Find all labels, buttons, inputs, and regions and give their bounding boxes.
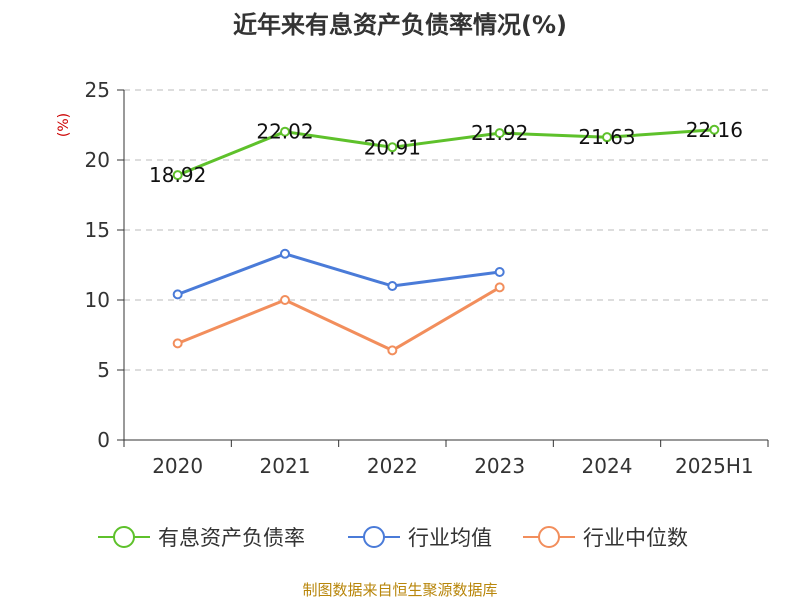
data-label: 22.02 [256, 120, 313, 144]
x-tick-label: 2020 [152, 454, 203, 478]
data-point [281, 250, 289, 258]
legend-item-0: 有息资产负债率 [98, 526, 305, 550]
x-tick-label: 2025H1 [675, 454, 754, 478]
legend-label: 有息资产负债率 [158, 526, 305, 550]
legend-marker [114, 527, 134, 547]
legend: 有息资产负债率 行业均值 行业中位数 [98, 526, 688, 550]
data-label: 21.63 [578, 125, 635, 149]
legend-item-2: 行业中位数 [523, 526, 688, 550]
data-point [174, 290, 182, 298]
y-tick-label: 20 [85, 148, 110, 172]
y-tick-label: 5 [97, 358, 110, 382]
data-labels: 18.92 22.02 20.91 21.92 21.63 22.16 [149, 118, 743, 187]
data-label: 22.16 [686, 118, 743, 142]
data-point [174, 339, 182, 347]
data-point [496, 283, 504, 291]
data-point [388, 346, 396, 354]
y-tick-label: 0 [97, 428, 110, 452]
legend-marker [364, 527, 384, 547]
chart-title: 近年来有息资产负债率情况(%) [233, 11, 567, 39]
data-point [496, 268, 504, 276]
source-note: 制图数据来自恒生聚源数据库 [302, 581, 497, 599]
series-line-1 [178, 254, 500, 295]
data-point [281, 296, 289, 304]
data-point [388, 282, 396, 290]
x-tick-label: 2022 [367, 454, 418, 478]
y-axis-unit: (%) [56, 113, 72, 137]
x-tick-label: 2023 [474, 454, 525, 478]
data-label: 18.92 [149, 163, 206, 187]
x-tick-label: 2024 [582, 454, 633, 478]
series-line-2 [178, 287, 500, 350]
y-tick-label: 25 [85, 78, 110, 102]
x-tick-label: 2021 [260, 454, 311, 478]
legend-marker [539, 527, 559, 547]
legend-label: 行业中位数 [583, 526, 688, 550]
legend-label: 行业均值 [408, 526, 492, 550]
data-label: 21.92 [471, 121, 528, 145]
axes: 0 5 10 15 20 25 2020 2021 2022 2023 2024 2025H1 [85, 78, 768, 478]
y-tick-label: 15 [85, 218, 110, 242]
y-tick-label: 10 [85, 288, 110, 312]
legend-item-1: 行业均值 [348, 526, 492, 550]
data-label: 20.91 [364, 135, 421, 159]
